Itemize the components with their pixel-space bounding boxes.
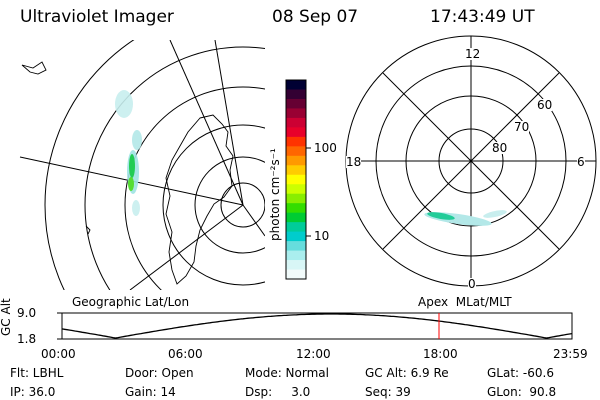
aurora-oval-geographic [115,90,142,216]
color-scale-segment [286,127,306,138]
timeline-x-label: 12:00 [296,347,331,361]
latitude-ring [162,124,265,286]
color-scale-segment [286,174,306,185]
color-scale-segment [286,231,306,242]
latitude-ring [124,86,265,290]
timeline-x-label: 18:00 [423,347,458,361]
latitude-ring [220,182,265,228]
latitude-ring [84,46,265,290]
timeline-axis-label: GC Alt [0,298,13,336]
color-scale-segment [286,203,306,214]
polar-panel-label: Apex MLat/MLT [418,295,512,309]
color-scale-segment [286,165,306,176]
meridian-line [129,204,244,290]
geographic-panel-label: Geographic Lat/Lon [72,295,190,309]
date-label: 08 Sep 07 [272,7,359,27]
meridian-line [214,40,244,206]
glon-readout: GLon: 90.8 [487,385,557,399]
color-scale-segment [286,269,306,280]
mlt-label-0: 0 [468,277,476,291]
color-scale-segment [286,80,306,91]
colorbar-tick-10: 10 [314,229,330,243]
ip-readout: IP: 36.0 [10,385,56,399]
mlat-label-80: 80 [492,141,508,155]
color-scale-segment [286,89,306,100]
mlat-label-60: 60 [537,98,553,112]
timeline-y-label-min: 1.8 [17,332,37,346]
meridian-line [169,40,244,206]
dsp-readout: Dsp: 3.0 [245,385,311,399]
polar-grid [345,35,597,287]
timeline-x-label: 23:59 [553,347,588,361]
orbit-altitude-curve [61,313,573,339]
mode-readout: Mode: Normal [245,366,329,380]
color-scale-frame [285,79,307,280]
mlt-label-6: 6 [577,155,585,169]
color-scale-segment [286,136,306,147]
color-scale-segment [286,155,306,166]
color-scale-segment [286,260,306,271]
timeline-x-label: 00:00 [41,347,76,361]
color-scale-segment [286,241,306,252]
colorbar-unit-label: photon cm⁻²s⁻¹ [268,148,282,241]
color-scale-bar [286,80,306,280]
colorbar-tick-100: 100 [314,141,337,155]
antarctica-coastline [165,114,234,285]
seq-readout: Seq: 39 [365,385,411,399]
color-scale-segment [286,193,306,204]
timeline-frame [61,312,573,340]
color-scale-segment [286,146,306,157]
meridian-line [242,204,265,237]
color-scale-segment [286,98,306,110]
mlt-label-18: 18 [346,155,362,169]
color-scale-segment [286,108,306,119]
glat-readout: GLat: -60.6 [487,366,554,380]
mlt-label-12: 12 [465,47,481,61]
latitude-ring [44,40,135,290]
gain-readout: Gain: 14 [125,385,176,399]
gc-alt-readout: GC Alt: 6.9 Re [365,366,449,380]
aurora-oval-polar [424,210,507,226]
instrument-title: Ultraviolet Imager [20,7,174,27]
color-scale-segment [286,222,306,233]
time-label: 17:43:49 UT [430,7,535,27]
color-scale-segment [286,250,306,261]
timeline-y-label-max: 9.0 [17,306,37,320]
coastline-fragment [21,61,47,75]
color-scale-segment [286,212,306,223]
geographic-map [19,40,265,290]
coastline-fragment [85,225,91,235]
timeline-x-label: 06:00 [168,347,203,361]
color-scale-segment [286,184,306,195]
latitude-ring [194,156,265,254]
mlat-label-70: 70 [514,120,530,134]
color-scale-segment [286,117,306,128]
door-readout: Door: Open [125,366,194,380]
diagonal-meridian [382,72,560,250]
filter-readout: Flt: LBHL [10,366,64,380]
